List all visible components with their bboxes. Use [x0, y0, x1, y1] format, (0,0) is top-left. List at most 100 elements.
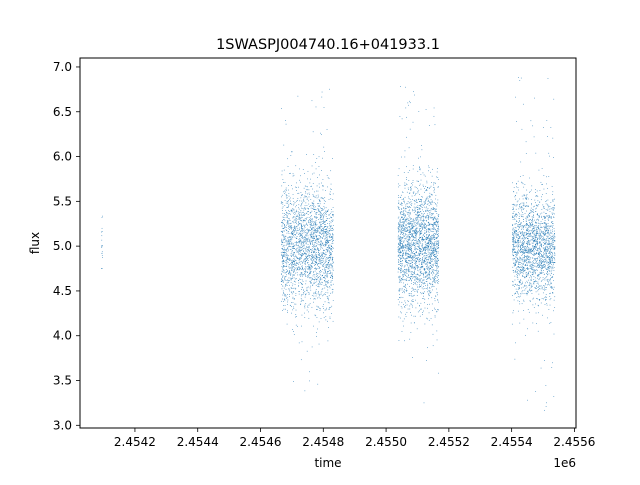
data-point [325, 259, 327, 261]
data-point [398, 231, 399, 233]
data-point [554, 236, 556, 237]
data-point [419, 169, 421, 171]
data-point [427, 228, 429, 230]
data-point [429, 252, 431, 254]
data-point [310, 249, 312, 250]
data-point [290, 222, 292, 224]
data-point [304, 268, 306, 270]
data-point [332, 228, 334, 229]
data-point [312, 257, 313, 259]
data-point [406, 177, 407, 179]
data-point [320, 294, 322, 296]
data-point [325, 238, 326, 240]
data-point [101, 231, 102, 233]
data-point [305, 267, 307, 269]
data-point [315, 278, 317, 280]
data-point [319, 294, 320, 296]
data-point [431, 228, 433, 230]
data-point [542, 239, 544, 241]
data-point [430, 239, 432, 240]
data-point [426, 317, 428, 319]
data-point [308, 274, 310, 276]
data-point [330, 254, 332, 255]
data-point [289, 280, 290, 282]
data-point [434, 247, 435, 249]
data-point [323, 244, 325, 246]
data-point [407, 247, 409, 249]
data-point [428, 319, 430, 321]
data-point [286, 212, 288, 214]
data-point [550, 282, 552, 284]
data-point [330, 273, 331, 274]
data-point [415, 307, 417, 309]
data-point [318, 275, 320, 277]
data-point [424, 247, 426, 249]
data-point [422, 229, 423, 230]
data-point [326, 240, 328, 241]
data-point [302, 262, 303, 264]
data-point [434, 242, 436, 244]
data-point [427, 262, 429, 264]
data-point [291, 256, 292, 257]
data-point [406, 312, 408, 313]
data-point [305, 248, 307, 249]
data-point [413, 267, 415, 268]
data-point [424, 260, 426, 261]
data-point [428, 272, 430, 273]
data-point [415, 217, 417, 219]
data-point [413, 236, 415, 238]
data-point [330, 285, 332, 287]
data-point [419, 286, 420, 288]
data-point [411, 291, 412, 292]
data-point [290, 263, 291, 265]
data-point [330, 306, 332, 308]
data-point [408, 274, 409, 276]
data-point [319, 232, 320, 234]
data-point [295, 227, 297, 229]
data-point [427, 307, 428, 309]
data-point [434, 277, 435, 279]
data-point [405, 210, 407, 212]
data-point [429, 262, 431, 264]
data-point [329, 260, 330, 262]
data-point [310, 232, 312, 234]
data-point [542, 267, 543, 269]
data-point [301, 236, 302, 238]
data-point [436, 257, 438, 258]
data-point [408, 293, 410, 295]
data-point [318, 263, 320, 265]
data-point [316, 272, 317, 274]
data-point [552, 209, 554, 211]
data-point [321, 271, 323, 273]
data-point [323, 202, 325, 204]
data-point [281, 207, 283, 209]
data-point [434, 216, 436, 218]
data-point [285, 120, 286, 122]
data-point [514, 264, 516, 266]
data-point [414, 210, 416, 211]
data-point [514, 231, 516, 233]
data-point [524, 250, 525, 251]
data-point [404, 247, 406, 248]
data-point [332, 258, 333, 260]
data-point [417, 259, 419, 261]
data-point [410, 263, 411, 264]
data-point [554, 249, 555, 250]
data-point [524, 259, 526, 260]
data-point [428, 269, 430, 271]
data-point [526, 275, 528, 276]
data-point [549, 304, 551, 306]
data-point [306, 288, 308, 290]
data-point [312, 238, 314, 239]
data-point [426, 229, 427, 230]
data-point [403, 218, 405, 220]
data-point [436, 236, 437, 238]
data-point [327, 256, 329, 258]
data-point [547, 249, 549, 251]
data-point [282, 254, 284, 256]
data-point [289, 271, 290, 273]
data-point [401, 229, 403, 231]
data-point [312, 260, 314, 262]
data-point [301, 275, 303, 277]
data-point [431, 283, 433, 285]
